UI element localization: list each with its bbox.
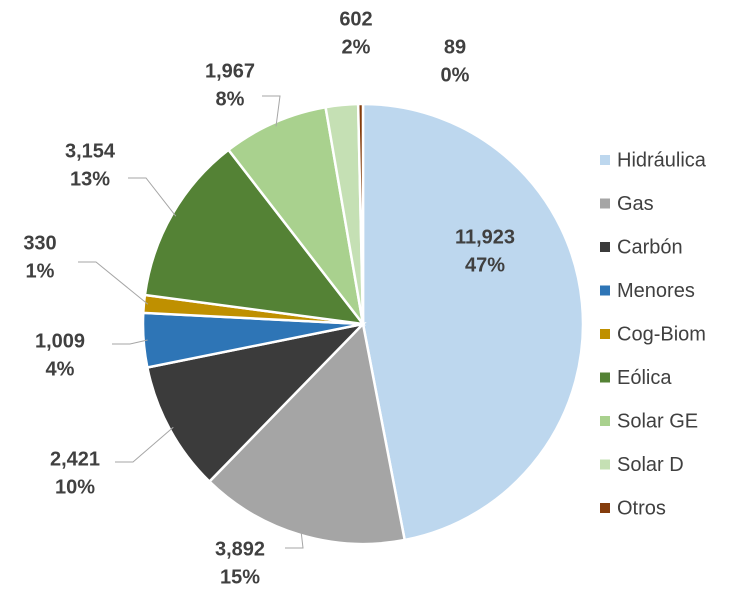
legend-swatch bbox=[600, 459, 610, 470]
data-label-value: 1,009 bbox=[35, 330, 85, 352]
pie-slice bbox=[361, 102, 585, 542]
data-label-value: 602 bbox=[339, 8, 372, 30]
legend-label: Carbón bbox=[617, 236, 683, 258]
data-label-value: 11,923 bbox=[455, 226, 515, 248]
data-label-value: 330 bbox=[23, 232, 56, 254]
legend-swatch bbox=[600, 416, 610, 426]
data-label-percent: 2% bbox=[342, 36, 371, 58]
legend-swatch bbox=[600, 503, 610, 513]
legend-label: Hidráulica bbox=[617, 149, 707, 171]
legend-swatch bbox=[600, 155, 610, 165]
leader-line bbox=[128, 177, 177, 217]
data-label-percent: 10% bbox=[55, 476, 95, 498]
data-label-percent: 4% bbox=[46, 358, 75, 380]
data-label-value: 89 bbox=[444, 36, 466, 58]
legend-swatch bbox=[600, 198, 610, 209]
pie-slice bbox=[143, 148, 366, 326]
legend-swatch bbox=[600, 242, 610, 252]
legend-swatch bbox=[600, 285, 610, 296]
pie-slice bbox=[226, 105, 365, 325]
data-label-value: 1,967 bbox=[205, 60, 255, 82]
legend-label: Gas bbox=[617, 193, 654, 215]
legend-label: Solar D bbox=[617, 454, 684, 476]
legend-swatch bbox=[600, 372, 610, 383]
data-label-percent: 1% bbox=[26, 260, 55, 282]
pie-slice bbox=[207, 321, 407, 546]
legend-label: Menores bbox=[617, 280, 695, 302]
pie-slice bbox=[356, 102, 365, 325]
leader-line bbox=[115, 426, 174, 463]
data-label-value: 3,892 bbox=[215, 538, 265, 560]
data-label-value: 3,154 bbox=[65, 140, 116, 162]
leader-line bbox=[285, 530, 304, 549]
legend-label: Cog-Biom bbox=[617, 323, 706, 345]
data-label-percent: 15% bbox=[220, 566, 260, 588]
legend-swatch bbox=[600, 329, 610, 339]
data-label-percent: 8% bbox=[216, 88, 245, 110]
leader-line bbox=[78, 261, 149, 305]
legend-label: Solar GE bbox=[617, 410, 698, 432]
data-label-percent: 13% bbox=[70, 168, 110, 190]
legend-label: Eólica bbox=[617, 367, 672, 389]
data-label-value: 2,421 bbox=[50, 448, 100, 470]
data-label-percent: 47% bbox=[465, 254, 505, 276]
legend-label: Otros bbox=[617, 497, 666, 519]
data-label-percent: 0% bbox=[441, 64, 470, 86]
leader-line bbox=[112, 339, 148, 345]
pie-slice bbox=[145, 321, 367, 484]
leader-line bbox=[262, 95, 281, 127]
